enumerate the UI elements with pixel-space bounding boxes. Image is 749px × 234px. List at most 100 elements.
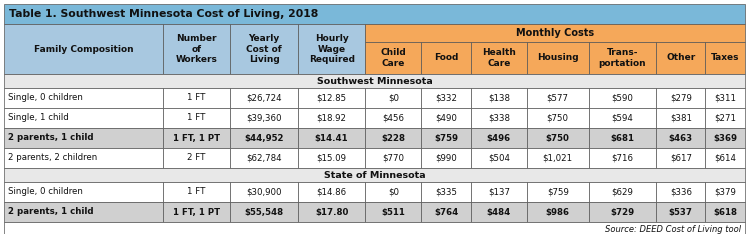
Text: Family Composition: Family Composition (34, 44, 133, 54)
Text: $594: $594 (611, 113, 633, 123)
Text: $614: $614 (715, 154, 736, 162)
Bar (527, 202, 589, 222)
Bar (4, 128, 163, 148)
Text: Child
Care: Child Care (380, 48, 406, 68)
Bar (231, 148, 298, 168)
Bar (163, 88, 231, 108)
Bar (527, 148, 589, 168)
Text: $463: $463 (669, 134, 693, 143)
Text: $335: $335 (435, 187, 457, 197)
Text: $26,724: $26,724 (246, 94, 282, 102)
Text: 1 FT: 1 FT (187, 94, 206, 102)
Text: $62,784: $62,784 (246, 154, 282, 162)
Bar (656, 88, 706, 108)
Bar (163, 108, 231, 128)
Text: Trans-
portation: Trans- portation (598, 48, 646, 68)
Bar (422, 182, 471, 202)
Bar (298, 108, 366, 128)
Bar (366, 88, 422, 108)
Text: $681: $681 (610, 134, 634, 143)
Bar (4, 222, 745, 234)
Text: $1,021: $1,021 (542, 154, 573, 162)
Text: $271: $271 (715, 113, 736, 123)
Bar (163, 24, 231, 74)
Text: $381: $381 (670, 113, 692, 123)
Text: $986: $986 (546, 208, 570, 216)
Text: 2 parents, 1 child: 2 parents, 1 child (8, 208, 94, 216)
Bar (527, 42, 589, 74)
Text: $369: $369 (713, 134, 737, 143)
Text: $39,360: $39,360 (246, 113, 282, 123)
Bar (471, 182, 527, 202)
Text: Other: Other (666, 54, 695, 62)
Bar (422, 148, 471, 168)
Bar (231, 128, 298, 148)
Text: $456: $456 (383, 113, 404, 123)
Text: Yearly
Cost of
Living: Yearly Cost of Living (246, 34, 282, 64)
Bar (422, 88, 471, 108)
Bar (422, 108, 471, 128)
Text: $750: $750 (547, 113, 568, 123)
Bar (706, 108, 745, 128)
Bar (706, 88, 745, 108)
Bar (589, 108, 656, 128)
Text: $14.86: $14.86 (317, 187, 347, 197)
Bar (656, 202, 706, 222)
Bar (527, 128, 589, 148)
Bar (471, 148, 527, 168)
Bar (471, 108, 527, 128)
Text: $750: $750 (546, 134, 570, 143)
Text: $336: $336 (670, 187, 692, 197)
Bar (422, 42, 471, 74)
Bar (527, 182, 589, 202)
Text: Monthly Costs: Monthly Costs (516, 28, 594, 38)
Bar (4, 108, 163, 128)
Bar (656, 182, 706, 202)
Bar (589, 42, 656, 74)
Bar (366, 202, 422, 222)
Text: 2 parents, 2 children: 2 parents, 2 children (8, 154, 97, 162)
Text: Source: DEED Cost of Living tool: Source: DEED Cost of Living tool (605, 226, 741, 234)
Text: Southwest Minnesota: Southwest Minnesota (317, 77, 432, 85)
Bar (589, 128, 656, 148)
Bar (656, 108, 706, 128)
Text: Housing: Housing (537, 54, 578, 62)
Text: $764: $764 (434, 208, 458, 216)
Bar (231, 108, 298, 128)
Text: $618: $618 (713, 208, 737, 216)
Bar (163, 128, 231, 148)
Text: $332: $332 (435, 94, 457, 102)
Text: $537: $537 (669, 208, 693, 216)
Text: $770: $770 (383, 154, 404, 162)
Text: $504: $504 (488, 154, 510, 162)
Bar (706, 128, 745, 148)
Text: $279: $279 (670, 94, 692, 102)
Text: $30,900: $30,900 (246, 187, 282, 197)
Bar (298, 182, 366, 202)
Bar (656, 148, 706, 168)
Text: $496: $496 (487, 134, 511, 143)
Text: Table 1. Southwest Minnesota Cost of Living, 2018: Table 1. Southwest Minnesota Cost of Liv… (9, 9, 318, 19)
Bar (4, 148, 163, 168)
Text: $990: $990 (435, 154, 457, 162)
Text: $138: $138 (488, 94, 510, 102)
Text: 2 parents, 1 child: 2 parents, 1 child (8, 134, 94, 143)
Text: $44,952: $44,952 (244, 134, 284, 143)
Bar (471, 202, 527, 222)
Text: $629: $629 (611, 187, 633, 197)
Bar (366, 42, 422, 74)
Text: $0: $0 (388, 94, 399, 102)
Text: $577: $577 (547, 94, 568, 102)
Text: Single, 0 children: Single, 0 children (8, 94, 83, 102)
Text: $590: $590 (611, 94, 633, 102)
Text: $14.41: $14.41 (315, 134, 348, 143)
Text: $617: $617 (670, 154, 692, 162)
Text: $759: $759 (547, 187, 568, 197)
Text: Single, 1 child: Single, 1 child (8, 113, 69, 123)
Bar (656, 128, 706, 148)
Text: $759: $759 (434, 134, 458, 143)
Bar (527, 88, 589, 108)
Bar (366, 24, 745, 42)
Text: $729: $729 (610, 208, 634, 216)
Bar (422, 128, 471, 148)
